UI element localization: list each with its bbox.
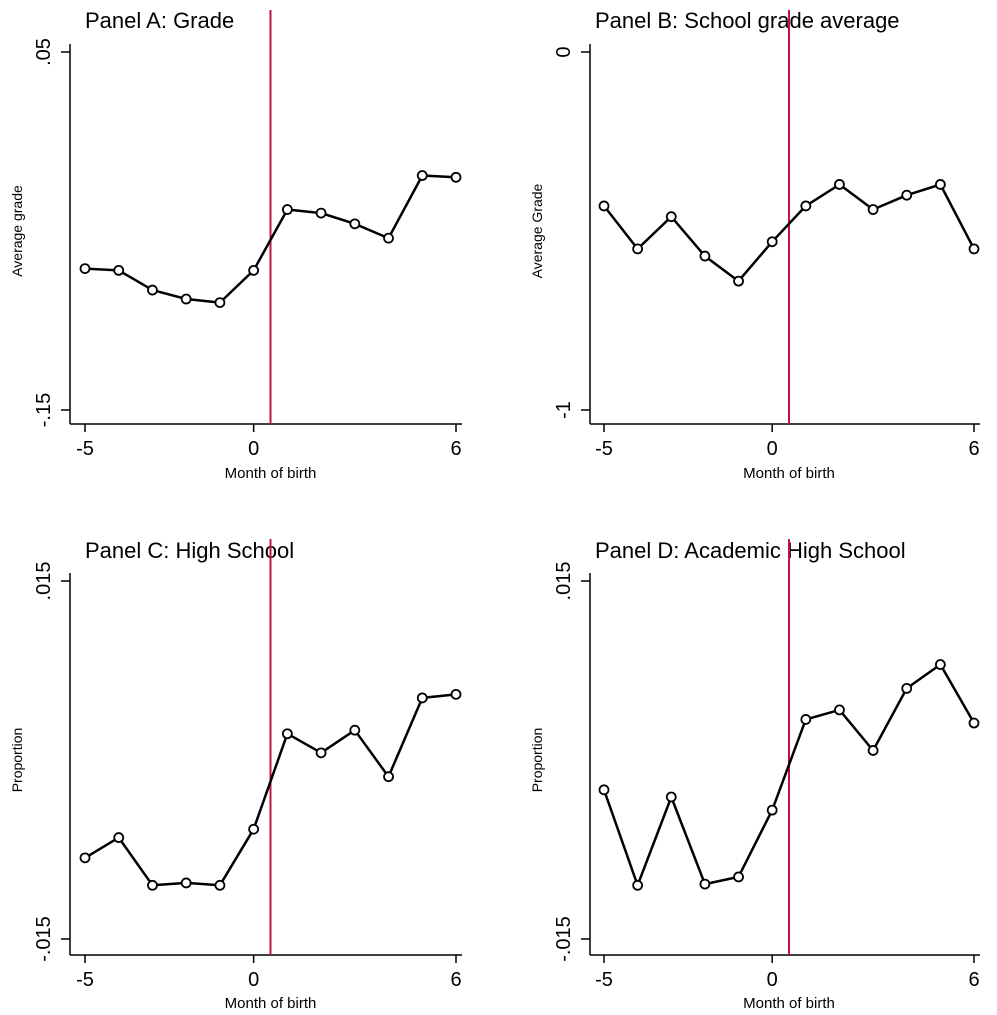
panel-c-data-point	[383, 771, 394, 783]
panel-a: Panel A: Grade .05 -.15 -5 0 6 Month of birth A…	[9, 8, 462, 482]
panel-a-x-tick-label: -5	[76, 438, 94, 460]
panel-a-data-point	[147, 284, 158, 296]
panel-b-x-tick-label: 6	[968, 438, 979, 460]
panel-d-data-point	[766, 804, 778, 816]
panel-b-data-point	[733, 275, 744, 287]
panel-b-y-tick-label: 0	[553, 46, 575, 57]
panel-c-data-point	[147, 879, 158, 891]
panel-c-data-point	[180, 877, 192, 889]
panel-a-y-tick-label: .05	[33, 38, 55, 66]
panel-c-data-point	[214, 879, 226, 891]
panel-c-y-tick-label: .015	[33, 562, 55, 601]
panel-c-data-point	[315, 747, 327, 759]
panel-a-data-point	[180, 293, 192, 305]
panel-d-x-axis-label: Month of birth	[743, 995, 835, 1012]
panel-b-data-point	[665, 211, 677, 223]
panel-d-y-tick-label: -.015	[553, 916, 575, 962]
panel-b-y-tick-label: -1	[553, 401, 575, 419]
panel-b-data-point	[834, 179, 845, 190]
panel-d-x-tick-label: 6	[968, 969, 979, 991]
panel-d-y-tick-label: .015	[553, 562, 575, 601]
panel-c-x-axis-label: Month of birth	[225, 995, 317, 1012]
panel-a-data-point	[79, 263, 91, 274]
panel-a-data-point	[214, 297, 226, 309]
panel-a-y-tick-label: -.15	[33, 393, 55, 427]
panel-b-data-point	[968, 243, 980, 255]
panel-c-data-point	[416, 692, 428, 704]
panel-c-x-tick-label: 0	[248, 969, 259, 991]
panel-a-data-point	[315, 207, 327, 219]
panel-d-data-point	[968, 717, 980, 729]
panel-b-y-axis-label: Average Grade	[529, 183, 545, 278]
panel-c-data-point	[450, 688, 462, 700]
panel-b: Panel B: School grade average 0 -1 -5 0 6 Mont…	[529, 8, 980, 482]
panel-a-data-point	[248, 264, 260, 276]
panel-d-data-point	[733, 871, 744, 883]
panel-d: Panel D: Academic High School .015 -.015 -5…	[529, 538, 980, 1012]
panel-b-data-point	[598, 200, 610, 212]
panel-b-x-tick-label: 0	[767, 438, 778, 460]
panel-a-data-point	[281, 204, 293, 215]
panel-b-data-point	[867, 204, 879, 215]
panel-b-data-point	[934, 179, 946, 190]
panel-a-title: Panel A: Grade	[85, 8, 234, 33]
panel-c: Panel C: High School .015 -.015 -5 0 6 Month o…	[9, 538, 462, 1012]
panel-d-title: Panel D: Academic High School	[595, 538, 906, 563]
panel-a-data-point	[113, 264, 125, 276]
panel-c-data-point	[79, 852, 91, 864]
panel-d-data-point	[901, 683, 913, 694]
panel-d-data-point	[665, 791, 677, 803]
panel-b-data-point	[766, 236, 778, 248]
panel-d-series-line	[602, 663, 976, 887]
panel-b-data-point	[632, 243, 644, 255]
panel-d-data-point	[834, 704, 845, 716]
panel-d-data-point	[598, 784, 610, 796]
panel-b-x-axis-label: Month of birth	[743, 465, 835, 482]
panel-d-y-axis-label: Proportion	[529, 728, 545, 793]
panel-c-title: Panel C: High School	[85, 538, 294, 563]
panel-d-data-point	[699, 878, 711, 890]
panel-a-x-tick-label: 0	[248, 438, 259, 460]
panel-d-data-point	[800, 714, 812, 725]
panel-b-series-line	[603, 183, 976, 283]
panel-a-series-line	[84, 174, 457, 304]
panel-d-data-point	[867, 745, 879, 756]
panel-b-data-point	[901, 189, 913, 201]
panel-c-y-tick-label: -.015	[33, 916, 55, 962]
panel-c-x-tick-label: -5	[76, 969, 94, 991]
panel-a-data-point	[416, 170, 428, 181]
panel-d-x-tick-label: 0	[767, 969, 778, 991]
panel-c-data-point	[113, 832, 125, 843]
panel-b-x-tick-label: -5	[595, 438, 613, 460]
panel-d-x-tick-label: -5	[595, 969, 613, 991]
panel-c-data-point	[248, 823, 260, 835]
panel-c-y-axis-label: Proportion	[9, 728, 25, 793]
panel-a-x-axis-label: Month of birth	[225, 465, 317, 482]
panel-a-x-tick-label: 6	[450, 438, 461, 460]
panel-d-data-point	[632, 879, 644, 891]
panel-a-data-point	[349, 218, 361, 230]
panel-c-x-tick-label: 6	[450, 969, 461, 991]
panel-a-data-point	[450, 171, 462, 183]
panel-c-series-line	[84, 693, 457, 887]
panel-b-data-point	[699, 250, 711, 262]
panel-c-data-point	[281, 728, 293, 740]
panel-a-data-point	[383, 232, 394, 244]
panel-b-title: Panel B: School grade average	[595, 8, 900, 33]
panel-d-data-point	[934, 659, 946, 670]
panel-c-data-point	[349, 724, 361, 736]
panel-b-data-point	[800, 200, 812, 212]
panel-a-y-axis-label: Average grade	[9, 185, 25, 277]
